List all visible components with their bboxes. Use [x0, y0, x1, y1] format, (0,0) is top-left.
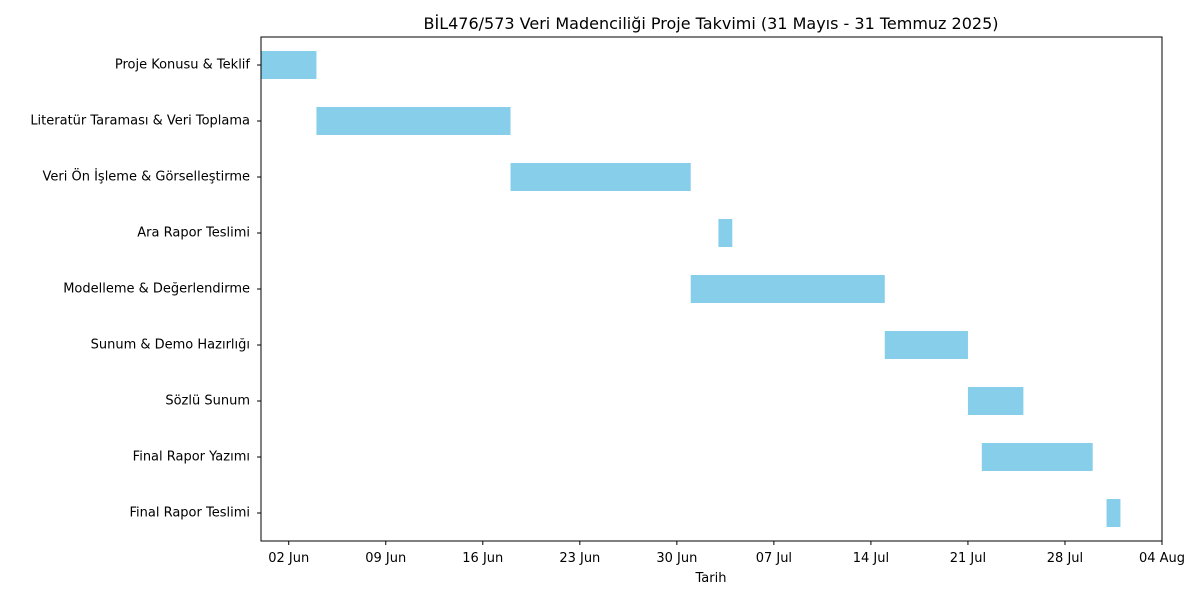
x-tick-label: 07 Jul: [756, 551, 792, 566]
task-bar: [510, 163, 691, 191]
x-axis-label: Tarih: [695, 571, 727, 586]
task-bar: [884, 331, 968, 359]
task-bar: [718, 219, 733, 247]
y-tick-label: Proje Konusu & Teklif: [115, 58, 251, 73]
x-tick-label: 21 Jul: [950, 551, 986, 566]
y-tick-label: Veri Ön İşleme & Görselleştirme: [43, 168, 250, 185]
task-bar: [981, 443, 1093, 471]
y-tick-label: Sunum & Demo Hazırlığı: [91, 338, 250, 353]
x-tick-label: 16 Jun: [462, 551, 503, 566]
x-tick-label: 04 Aug: [1139, 551, 1185, 566]
y-axis: Proje Konusu & Teklif Literatür Taraması …: [30, 58, 261, 521]
x-tick-label: 02 Jun: [268, 551, 309, 566]
x-tick-label: 14 Jul: [853, 551, 889, 566]
x-tick-label: 23 Jun: [559, 551, 600, 566]
y-tick-label: Final Rapor Teslimi: [130, 506, 251, 521]
chart-title: BİL476/573 Veri Madenciliği Proje Takvim…: [424, 14, 999, 33]
task-bar: [690, 275, 885, 303]
x-axis: 02 Jun 09 Jun 16 Jun 23 Jun 30 Jun 07 Jul 14 J…: [268, 541, 1185, 566]
y-tick-label: Ara Rapor Teslimi: [137, 226, 250, 241]
y-tick-label: Literatür Taraması & Veri Toplama: [30, 114, 250, 129]
x-tick-label: 09 Jun: [365, 551, 406, 566]
x-tick-label: 28 Jul: [1047, 551, 1083, 566]
task-bar: [967, 387, 1024, 415]
y-tick-label: Sözlü Sunum: [165, 394, 250, 409]
y-tick-label: Final Rapor Yazımı: [133, 450, 250, 465]
y-tick-label: Modelleme & Değerlendirme: [63, 282, 250, 297]
bars-group: [261, 51, 1121, 527]
task-bar: [316, 107, 511, 135]
task-bar: [1106, 499, 1121, 527]
task-bar: [261, 51, 317, 79]
x-tick-label: 30 Jun: [656, 551, 697, 566]
